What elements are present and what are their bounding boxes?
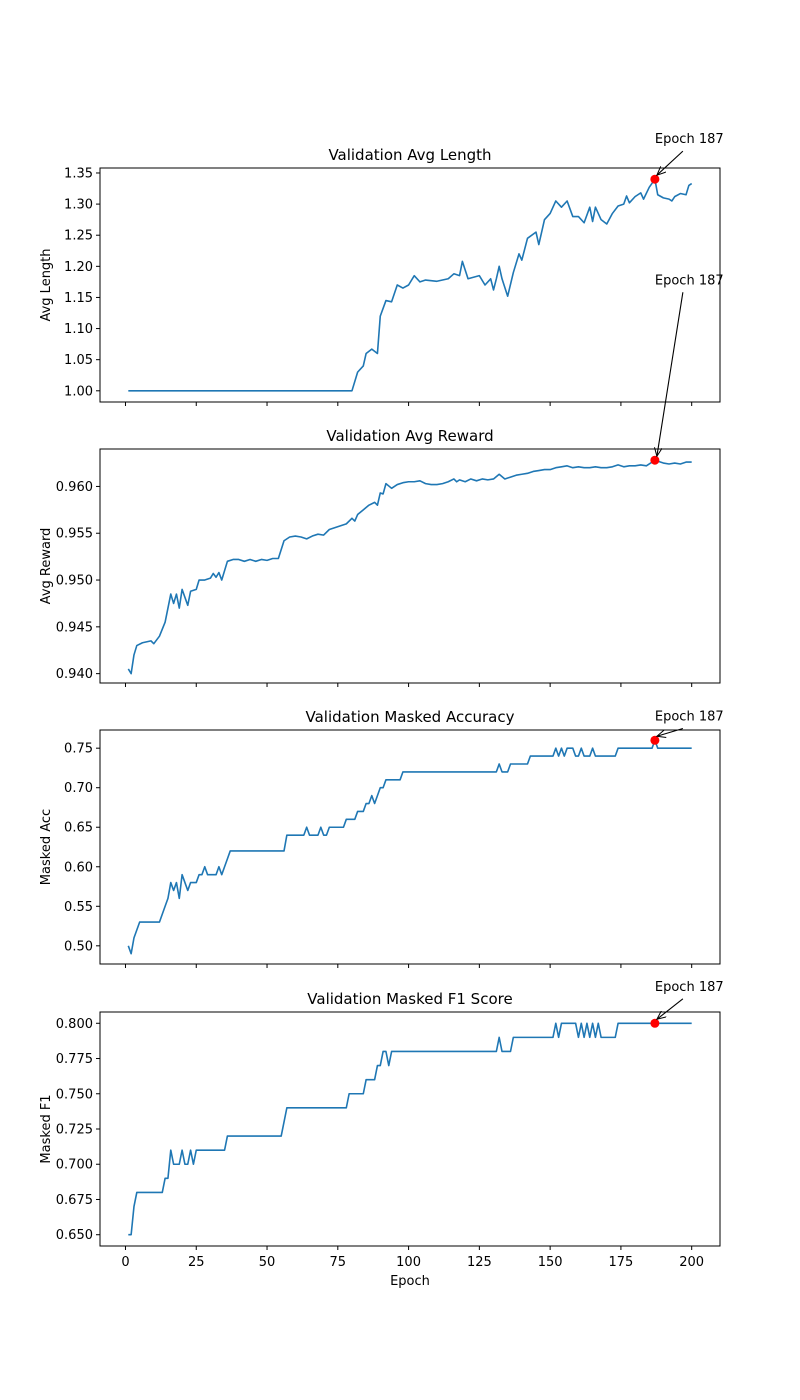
chart-panel-3: Validation Masked Accuracy Masked Acc 0.50… [39, 708, 721, 968]
x-tick-label: 75 [330, 1255, 347, 1270]
x-tick-label: 100 [396, 1255, 421, 1270]
y-tick-label: 0.60 [64, 860, 93, 875]
chart-panel-2: Validation Avg Reward Avg Reward 0.940 0.94… [39, 427, 721, 687]
annotation-arrow [657, 998, 684, 1019]
y-tick-label: 1.15 [64, 291, 93, 306]
y-tick-label: 1.20 [64, 260, 93, 275]
chart-title: Validation Masked F1 Score [307, 990, 512, 1008]
chart-panel-1: Validation Avg Length Avg Length 1.00 1.05 1… [39, 146, 721, 406]
annotation-arrow [657, 727, 684, 737]
y-tick-label: 0.70 [64, 781, 93, 796]
plot-frame [99, 1011, 721, 1247]
y-tick-label: 1.25 [64, 229, 93, 244]
y-tick-label: 0.700 [56, 1158, 93, 1173]
y-axis-label: Masked F1 [39, 1094, 54, 1163]
y-tick-label: 1.05 [64, 353, 93, 368]
chart-title: Validation Masked Accuracy [306, 708, 515, 726]
annotation-arrow [657, 292, 684, 456]
best-epoch-marker [650, 1018, 660, 1028]
plot-frame [99, 448, 721, 684]
y-tick-label: 0.940 [56, 667, 93, 682]
chart-title: Validation Avg Length [328, 146, 491, 164]
y-tick-label: 1.35 [64, 166, 93, 181]
best-epoch-marker [650, 455, 660, 465]
series-line [128, 178, 693, 392]
y-axis-label: Masked Acc [39, 809, 54, 885]
y-tick-label: 0.775 [56, 1052, 93, 1067]
y-tick-label: 1.00 [64, 384, 93, 399]
y-tick-label: 0.960 [56, 480, 93, 495]
y-tick-label: 0.65 [64, 821, 93, 836]
x-tick-label: 175 [608, 1255, 633, 1270]
y-tick-label: 0.55 [64, 900, 93, 915]
x-tick-label: 125 [467, 1255, 492, 1270]
y-tick-label: 0.75 [64, 742, 93, 757]
y-tick-label: 0.800 [56, 1017, 93, 1032]
plot-frame [99, 167, 721, 403]
best-epoch-marker [650, 174, 660, 184]
annotation-label: Epoch 187 [655, 132, 724, 147]
x-tick-label: 0 [121, 1255, 129, 1270]
best-epoch-marker [650, 735, 660, 745]
series-line [128, 1022, 692, 1236]
y-tick-label: 0.725 [56, 1123, 93, 1138]
y-tick-label: 0.945 [56, 620, 93, 635]
chart-title: Validation Avg Reward [326, 427, 493, 445]
annotation-label: Epoch 187 [655, 710, 724, 725]
x-axis-label: Epoch [390, 1274, 430, 1289]
y-tick-label: 0.950 [56, 574, 93, 589]
y-tick-label: 1.30 [64, 198, 93, 213]
y-axis-label: Avg Length [39, 248, 54, 321]
y-tick-label: 0.675 [56, 1193, 93, 1208]
y-tick-label: 0.50 [64, 939, 93, 954]
x-tick-label: 150 [538, 1255, 563, 1270]
annotation-arrow [657, 150, 684, 175]
y-tick-label: 1.10 [64, 322, 93, 337]
annotation-label: Epoch 187 [655, 273, 724, 288]
series-line [127, 739, 692, 955]
annotation-label: Epoch 187 [655, 980, 724, 995]
y-tick-label: 0.955 [56, 527, 93, 542]
y-tick-label: 0.650 [56, 1228, 93, 1243]
chart-panel-4: Validation Masked F1 Score Masked F1 0.650… [39, 990, 721, 1289]
y-tick-label: 0.750 [56, 1087, 93, 1102]
y-axis-label: Avg Reward [39, 528, 54, 605]
x-tick-label: 50 [259, 1255, 276, 1270]
series-line [127, 459, 692, 675]
plot-frame [99, 729, 721, 965]
x-tick-label: 25 [188, 1255, 205, 1270]
x-tick-label: 200 [679, 1255, 704, 1270]
